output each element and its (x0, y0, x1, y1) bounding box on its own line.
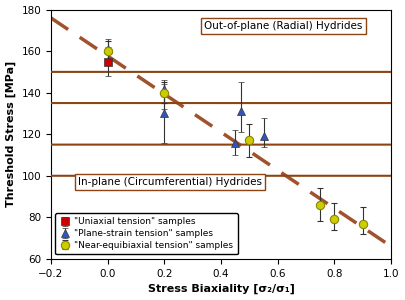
X-axis label: Stress Biaxiality [σ₂/σ₁]: Stress Biaxiality [σ₂/σ₁] (147, 284, 294, 294)
Text: Out-of-plane (Radial) Hydrides: Out-of-plane (Radial) Hydrides (204, 21, 362, 31)
Legend: "Uniaxial tension" samples, "Plane-strain tension" samples, "Near-equibiaxial te: "Uniaxial tension" samples, "Plane-strai… (55, 213, 238, 254)
Y-axis label: Threshold Stress [MPa]: Threshold Stress [MPa] (6, 61, 16, 207)
Text: In-plane (Circumferential) Hydrides: In-plane (Circumferential) Hydrides (78, 177, 262, 187)
